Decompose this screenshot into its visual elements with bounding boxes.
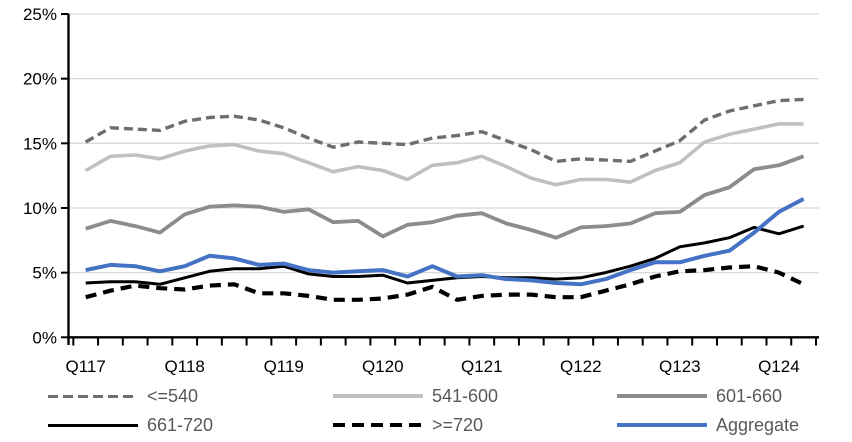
y-tick-label: 25%	[23, 5, 57, 24]
y-tick-label: 10%	[23, 199, 57, 218]
y-tick-label: 15%	[23, 134, 57, 153]
x-tick-label: Q117	[66, 357, 106, 376]
chart-svg: 0% 5% 10% 15% 20% 25% Q117 Q118 Q119 Q120 Q121 Q122…	[23, 5, 819, 376]
series-line-661-720	[85, 224, 805, 286]
legend-swatch-601-660	[617, 394, 707, 398]
x-tick-label: Q123	[659, 357, 701, 376]
x-tick-label: Q120	[362, 357, 404, 376]
legend-swatch-lte540	[48, 394, 138, 398]
x-tick-label: Q119	[264, 357, 304, 376]
legend-label-661-720: 661-720	[147, 414, 214, 435]
legend-swatch-541-600	[333, 394, 423, 398]
legend-swatch-gte720	[333, 423, 423, 427]
x-tick-label: Q122	[560, 357, 602, 376]
x-tick-label: Q121	[461, 357, 503, 376]
series-line--720	[85, 264, 805, 302]
series-line-601-660	[85, 154, 805, 240]
series-line-541-600	[84, 122, 804, 187]
x-tick-label: Q124	[758, 357, 800, 376]
legend-item-661-720: 661-720	[48, 415, 213, 435]
legend-label-aggregate: Aggregate	[716, 414, 800, 435]
y-tick-label: 20%	[23, 70, 57, 89]
legend-item-gte720: >=720	[333, 415, 483, 435]
y-tick-label: 0%	[32, 328, 57, 347]
series-line-Aggregate	[85, 197, 805, 287]
legend-label-gte720: >=720	[432, 414, 484, 435]
plot-area: 0% 5% 10% 15% 20% 25% Q117 Q118 Q119 Q120 Q121 Q122…	[23, 5, 819, 376]
series-line--540	[84, 97, 804, 164]
y-tick-label: 5%	[32, 264, 57, 283]
legend-swatch-aggregate	[617, 423, 707, 427]
x-tick-label: Q118	[165, 357, 205, 376]
legend-swatch-661-720	[48, 423, 138, 427]
legend-item-aggregate: Aggregate	[617, 415, 799, 435]
